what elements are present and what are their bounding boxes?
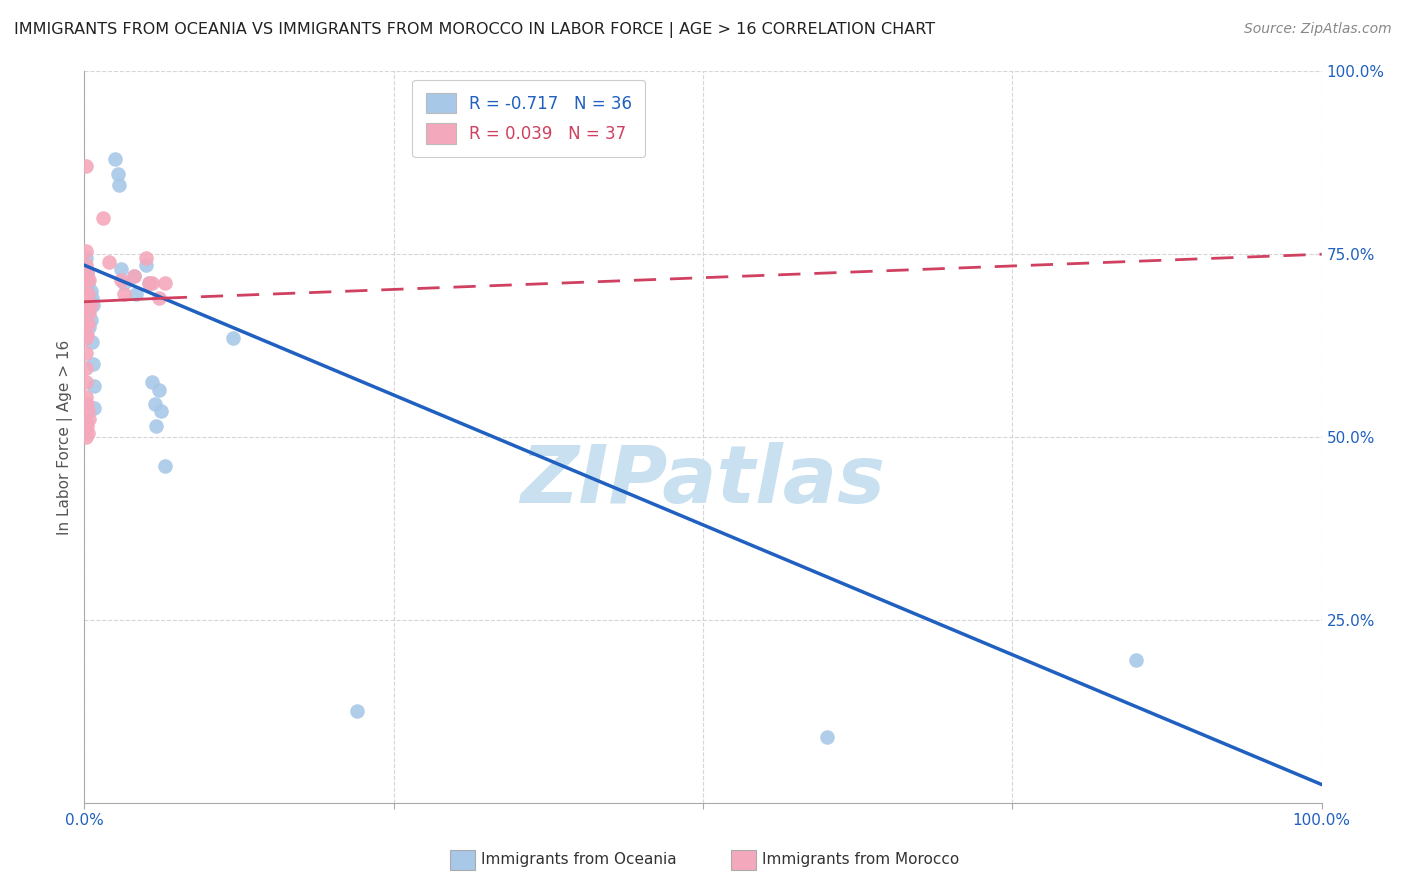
Point [75,244,97,258]
Text: IMMIGRANTS FROM OCEANIA VS IMMIGRANTS FROM MOROCCO IN LABOR FORCE | AGE > 16 COR: IMMIGRANTS FROM OCEANIA VS IMMIGRANTS FR… [14,22,935,38]
Point [79,273,101,287]
Point [91,211,114,225]
Point [1125,653,1147,667]
Text: Source: ZipAtlas.com: Source: ZipAtlas.com [1244,22,1392,37]
Point [79,320,101,334]
Point [75,317,97,331]
Point [77,426,100,441]
Point [110,273,132,287]
Point [108,178,131,192]
Point [222,331,245,345]
Point [148,383,170,397]
Point [346,705,368,719]
Point [135,251,157,265]
Point [75,273,97,287]
Point [76,298,98,312]
Point [76,298,98,312]
Point [82,298,104,312]
Point [148,291,170,305]
Point [76,397,98,411]
Text: ZIPatlas: ZIPatlas [520,442,886,520]
Point [150,404,173,418]
Point [76,266,98,280]
Point [141,376,163,390]
Point [83,379,105,393]
Point [143,397,166,411]
Point [145,419,167,434]
Point [80,334,103,349]
Point [79,284,101,298]
Point [77,277,100,291]
Point [75,430,97,444]
Point [75,331,97,345]
Point [77,306,100,320]
Point [138,277,160,291]
Point [75,376,97,390]
Point [125,287,148,301]
Y-axis label: In Labor Force | Age > 16: In Labor Force | Age > 16 [58,340,73,534]
Point [76,284,98,298]
Point [79,412,101,426]
Point [107,167,129,181]
Point [75,258,97,272]
Point [75,251,97,265]
Text: Immigrants from Oceania: Immigrants from Oceania [481,853,676,867]
Point [104,152,127,166]
Point [75,390,97,404]
Point [112,277,135,291]
Point [75,301,97,317]
Point [79,313,101,327]
Point [76,419,98,434]
Point [80,291,103,305]
Point [83,401,105,415]
Point [75,416,97,430]
Point [98,254,121,268]
Point [135,258,157,272]
Point [79,298,101,312]
Point [75,360,97,375]
Point [79,306,101,320]
Point [815,730,838,744]
Point [153,459,176,474]
Point [75,160,97,174]
Point [75,287,97,301]
Point [138,277,160,291]
Point [82,357,104,371]
Point [122,269,145,284]
Point [75,346,97,360]
Point [76,327,98,342]
Point [79,291,101,305]
Point [153,277,176,291]
Point [112,287,135,301]
Point [77,317,100,331]
Point [75,273,97,287]
Legend: R = -0.717   N = 36, R = 0.039   N = 37: R = -0.717 N = 36, R = 0.039 N = 37 [412,79,645,157]
Point [77,404,100,418]
Point [77,287,100,301]
Point [122,269,145,284]
Text: Immigrants from Morocco: Immigrants from Morocco [762,853,959,867]
Point [76,266,98,280]
Point [141,277,163,291]
Point [110,261,132,276]
